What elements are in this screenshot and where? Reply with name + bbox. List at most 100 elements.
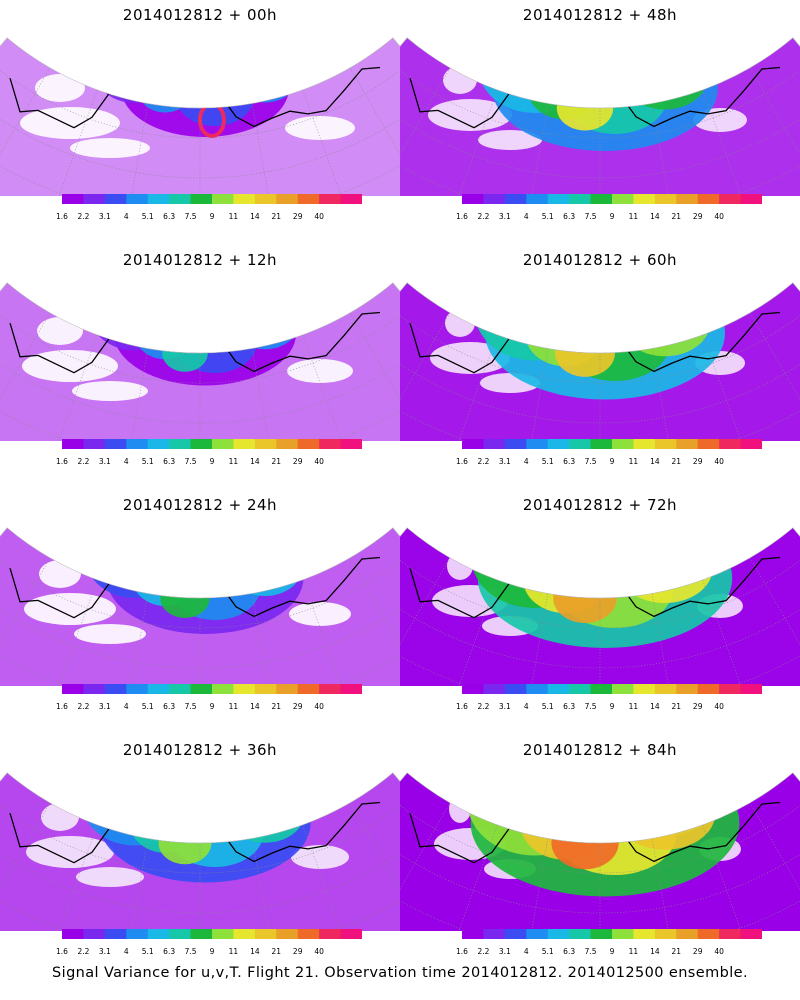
colorbar-label: 2.2 — [477, 457, 490, 466]
colorbar-swatch — [276, 684, 299, 694]
figure-caption: Signal Variance for u,v,T. Flight 21. Ob… — [52, 965, 748, 981]
colorbar-swatch — [169, 194, 192, 204]
graticule-parallel — [400, 165, 800, 196]
field-contour — [176, 558, 214, 588]
colorbar-label: 1.6 — [456, 212, 468, 221]
colorbar — [62, 194, 362, 204]
colorbar-label: 7.5 — [184, 212, 197, 221]
field-contour — [210, 527, 260, 556]
colorbar-swatch — [233, 929, 256, 939]
colorbar-label: 29 — [692, 947, 703, 956]
colorbar-swatch — [654, 439, 677, 449]
colorbar-swatch — [462, 194, 484, 204]
field-contour — [89, 282, 181, 351]
graticule-parallel — [400, 363, 800, 424]
colorbar-swatch — [483, 194, 506, 204]
colorbar-label: 21 — [671, 702, 682, 711]
colorbar-swatch — [319, 684, 342, 694]
colorbar-swatch — [697, 194, 720, 204]
field-contour — [574, 66, 616, 100]
colorbar-label: 40 — [314, 702, 324, 711]
field-contour — [137, 63, 193, 113]
colorbar-label: 9 — [209, 947, 215, 956]
colorbar-swatch — [147, 684, 170, 694]
colorbar-label: 4 — [123, 947, 129, 956]
colorbar-label: 29 — [692, 702, 703, 711]
colorbar-swatch — [547, 194, 570, 204]
colorbar-swatch — [83, 929, 106, 939]
colorbar-swatch — [104, 194, 127, 204]
colorbar-swatch — [212, 194, 234, 204]
colorbar-swatch — [547, 684, 570, 694]
colorbar-swatch — [676, 194, 699, 204]
colorbar-label: 1.6 — [456, 702, 468, 711]
colorbar-label: 14 — [250, 947, 260, 956]
colorbar-label: 1.6 — [56, 702, 68, 711]
map-sector — [400, 37, 800, 196]
colorbar-label: 4 — [523, 457, 529, 466]
colorbar-label: 29 — [292, 212, 303, 221]
colorbar-label: 1.6 — [56, 947, 68, 956]
colorbar-label: 11 — [628, 702, 639, 711]
colorbar-label: 40 — [314, 947, 324, 956]
colorbar-swatch — [126, 684, 149, 694]
colorbar-label: 21 — [271, 457, 282, 466]
colorbar-label: 29 — [292, 947, 303, 956]
colorbar-swatch — [526, 684, 549, 694]
colorbar-swatch — [340, 929, 362, 939]
field-gap — [70, 138, 150, 158]
graticule-parallel — [0, 900, 400, 931]
graticule-parallel — [400, 900, 800, 931]
colorbar-swatch — [340, 194, 362, 204]
colorbar-swatch — [297, 439, 320, 449]
colorbar-label: 7.5 — [584, 947, 597, 956]
field-contour — [565, 772, 645, 835]
colorbar-label: 7.5 — [584, 702, 597, 711]
colorbar-label: 11 — [228, 457, 239, 466]
colorbar-label: 3.1 — [498, 947, 511, 956]
colorbar-swatch — [569, 439, 592, 449]
colorbar-swatch — [83, 194, 106, 204]
colorbar-label: 3.1 — [98, 702, 111, 711]
colorbar-swatch — [676, 439, 699, 449]
field-contour — [174, 777, 236, 829]
map-sector — [0, 282, 400, 441]
colorbar-swatch — [104, 684, 127, 694]
colorbar-swatch — [190, 439, 213, 449]
field-contour — [85, 527, 185, 598]
field-contour — [82, 772, 188, 846]
map-sector — [400, 282, 800, 441]
colorbar-label: 7.5 — [584, 457, 597, 466]
colorbar-label: 2.2 — [77, 947, 90, 956]
field-contour — [175, 802, 215, 834]
field-contour — [572, 41, 638, 95]
colorbar-label: 14 — [650, 702, 660, 711]
colorbar-label: 9 — [609, 212, 615, 221]
map-border — [400, 527, 800, 599]
field-gap — [291, 845, 349, 869]
field-contour — [228, 540, 302, 596]
panel-title: 2014012812 + 48h — [522, 6, 678, 24]
colorbar-swatch — [319, 929, 342, 939]
field-contour — [603, 527, 667, 560]
colorbar-label: 6.3 — [163, 702, 176, 711]
colorbar-label: 1.6 — [56, 457, 68, 466]
colorbar-swatch — [569, 194, 592, 204]
colorbar-label: 14 — [250, 702, 260, 711]
graticule-parallel — [400, 853, 800, 914]
colorbar-label: 11 — [228, 947, 239, 956]
colorbar-swatch — [483, 439, 506, 449]
colorbar-swatch — [654, 194, 677, 204]
colorbar-swatch — [483, 684, 506, 694]
colorbar-swatch — [526, 929, 549, 939]
colorbar-swatch — [169, 929, 192, 939]
panel-title: 2014012812 + 12h — [122, 251, 278, 269]
graticule-parallel — [0, 655, 400, 686]
field-gap — [35, 74, 85, 102]
colorbar-label: 3.1 — [98, 457, 111, 466]
map-border — [0, 527, 400, 599]
colorbar-swatch — [147, 439, 170, 449]
field-contour — [178, 314, 212, 342]
map-border — [0, 282, 400, 354]
colorbar-swatch — [740, 439, 762, 449]
